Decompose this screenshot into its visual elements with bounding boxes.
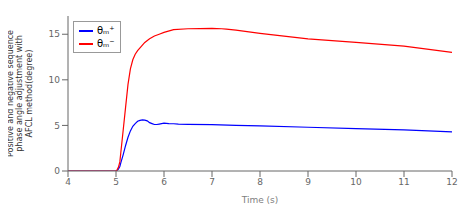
svg-text:5: 5 (54, 121, 60, 131)
svg-text:15: 15 (49, 29, 60, 39)
svg-text:7: 7 (209, 177, 215, 187)
svg-text:10: 10 (350, 177, 362, 187)
svg-text:9: 9 (305, 177, 311, 187)
html-text:θₘ⁻: θₘ⁻ (97, 38, 115, 49)
svg-text:10: 10 (49, 75, 61, 85)
svg-text:Positive and negative sequence: Positive and negative sequencephase angl… (8, 30, 34, 157)
svg-text:4: 4 (65, 177, 71, 187)
html-text:θₘ⁺: θₘ⁺ (97, 25, 115, 36)
svg-text:11: 11 (398, 177, 409, 187)
svg-text:0: 0 (54, 166, 60, 176)
svg-text:Time (s): Time (s) (241, 195, 279, 205)
svg-text:12: 12 (446, 177, 457, 187)
svg-text:8: 8 (257, 177, 263, 187)
svg-text:6: 6 (161, 177, 167, 187)
svg-text:5: 5 (113, 177, 119, 187)
